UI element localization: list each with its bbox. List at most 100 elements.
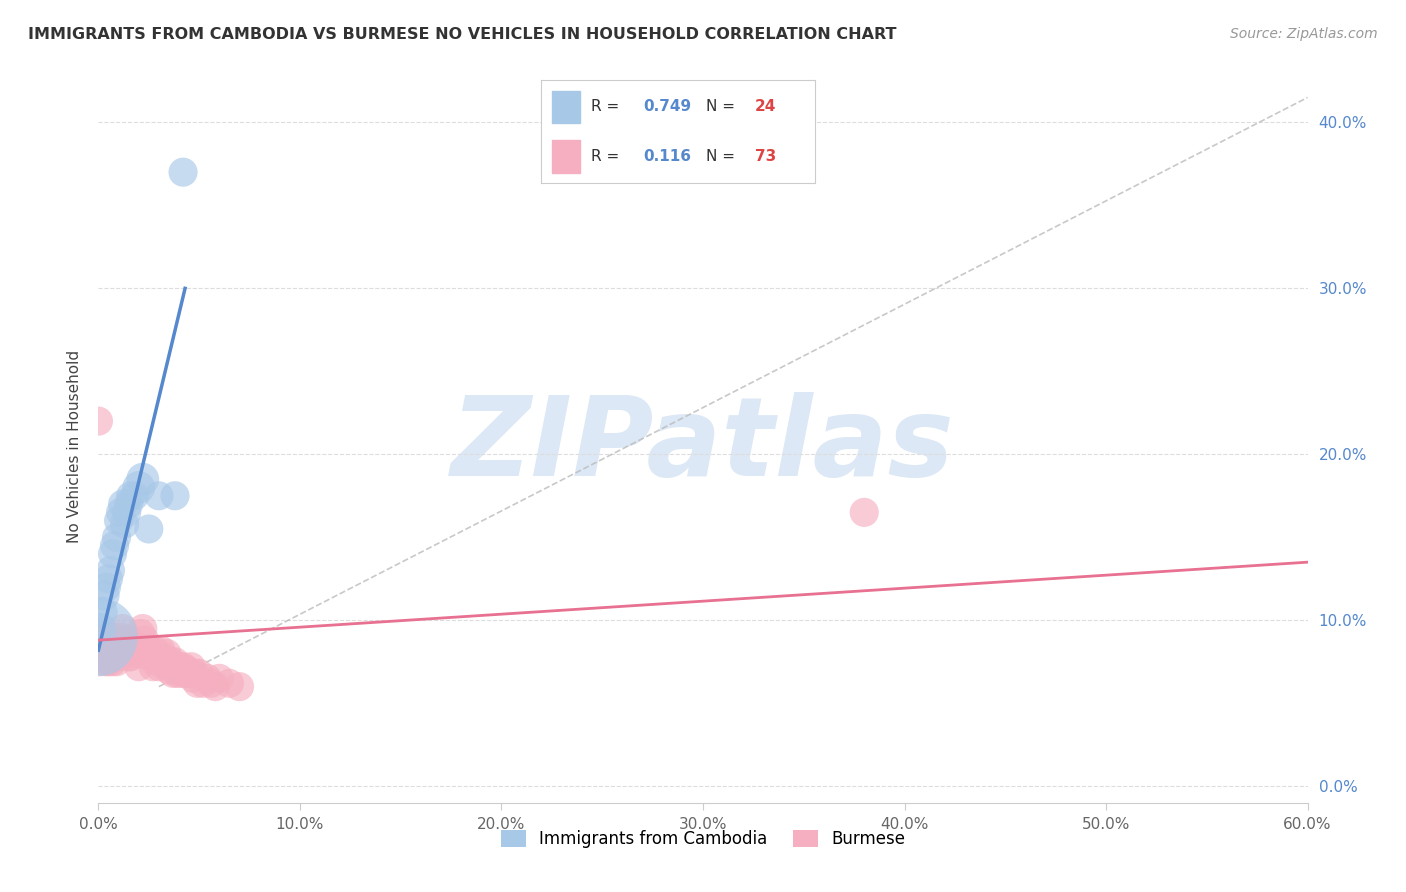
Point: [103, 633, 125, 648]
Point: [132, 622, 155, 636]
Point: [195, 671, 218, 685]
Point: [107, 649, 129, 664]
Point: [118, 649, 141, 664]
Text: R =: R =: [591, 149, 628, 164]
Point: [172, 659, 194, 673]
Point: [125, 647, 148, 661]
Point: [120, 649, 142, 664]
Point: [105, 530, 128, 544]
Text: IMMIGRANTS FROM CAMBODIA VS BURMESE NO VEHICLES IN HOUSEHOLD CORRELATION CHART: IMMIGRANTS FROM CAMBODIA VS BURMESE NO V…: [28, 27, 897, 42]
Point: [128, 481, 150, 495]
Point: [124, 638, 146, 652]
Point: [124, 489, 146, 503]
Point: [179, 666, 201, 681]
Point: [114, 516, 136, 531]
Point: [176, 663, 198, 677]
Point: [170, 666, 193, 681]
Text: 0.749: 0.749: [643, 99, 690, 114]
Point: [110, 630, 132, 644]
Point: [152, 649, 174, 664]
Point: [118, 497, 141, 511]
Point: [167, 659, 190, 673]
Text: R =: R =: [591, 99, 624, 114]
Point: [115, 505, 138, 519]
Point: [149, 643, 172, 657]
Text: N =: N =: [706, 99, 740, 114]
Point: [163, 489, 186, 503]
Point: [107, 633, 129, 648]
Point: [204, 680, 226, 694]
Point: [121, 643, 143, 657]
Point: [157, 663, 180, 677]
Point: [208, 671, 231, 685]
Point: [100, 647, 122, 661]
Point: [180, 659, 202, 673]
Point: [96, 638, 118, 652]
Point: [132, 472, 155, 486]
Point: [143, 643, 166, 657]
Point: [91, 638, 114, 652]
Point: [163, 655, 186, 669]
Point: [138, 522, 160, 536]
Point: [96, 655, 118, 669]
Point: [91, 605, 114, 619]
Point: [97, 630, 120, 644]
Point: [120, 489, 142, 503]
Point: [142, 659, 165, 673]
Point: [101, 638, 124, 652]
Point: [153, 655, 176, 669]
Point: [156, 647, 179, 661]
Text: 24: 24: [755, 99, 776, 114]
Point: [89, 655, 111, 669]
Point: [91, 622, 114, 636]
Point: [101, 655, 124, 669]
Point: [87, 414, 110, 428]
Point: [110, 505, 132, 519]
Point: [97, 655, 120, 669]
Point: [146, 655, 169, 669]
Point: [184, 666, 207, 681]
Point: [186, 676, 208, 690]
Point: [93, 630, 115, 644]
Point: [853, 505, 876, 519]
Point: [134, 633, 156, 648]
Point: [228, 680, 250, 694]
Point: [103, 649, 125, 664]
Point: [172, 165, 194, 179]
Point: [115, 643, 138, 657]
Y-axis label: No Vehicles in Household: No Vehicles in Household: [67, 350, 83, 542]
Point: [139, 643, 162, 657]
Point: [100, 564, 122, 578]
Point: [114, 633, 136, 648]
Point: [148, 489, 170, 503]
Point: [107, 514, 129, 528]
Point: [135, 643, 157, 657]
Point: [93, 588, 115, 602]
Point: [100, 630, 122, 644]
Point: [111, 622, 134, 636]
Point: [128, 659, 150, 673]
Point: [103, 539, 125, 553]
Point: [87, 630, 110, 644]
Point: [105, 638, 128, 652]
Point: [138, 649, 160, 664]
Bar: [553, 140, 579, 173]
Point: [118, 633, 141, 648]
Point: [166, 666, 188, 681]
Point: [97, 572, 120, 586]
Text: N =: N =: [706, 149, 740, 164]
Point: [111, 497, 134, 511]
Point: [128, 643, 150, 657]
Point: [129, 626, 152, 640]
Point: [162, 666, 184, 681]
Point: [181, 671, 204, 685]
Point: [105, 655, 128, 669]
Point: [148, 659, 170, 673]
Point: [96, 580, 118, 594]
Point: [87, 630, 110, 644]
Point: [101, 547, 124, 561]
Point: [111, 638, 134, 652]
Text: Source: ZipAtlas.com: Source: ZipAtlas.com: [1230, 27, 1378, 41]
Text: 73: 73: [755, 149, 776, 164]
Point: [188, 666, 211, 681]
